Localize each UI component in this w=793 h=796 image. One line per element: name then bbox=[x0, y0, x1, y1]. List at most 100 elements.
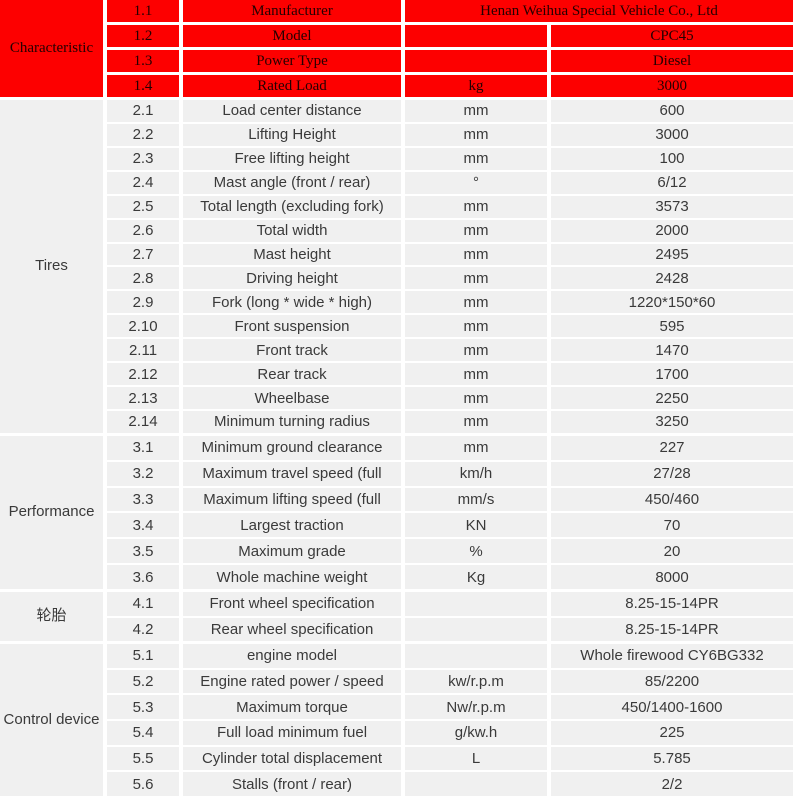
row-number-cell: 3.3 bbox=[107, 487, 179, 512]
table-row: 4.2 Rear wheel specification 8.25-15-14PR bbox=[107, 617, 793, 641]
param-name-cell: Stalls (front / rear) bbox=[183, 772, 401, 796]
value-cell: 595 bbox=[551, 315, 793, 338]
value-cell: 227 bbox=[551, 436, 793, 460]
value-cell: 6/12 bbox=[551, 171, 793, 194]
section-rows: 5.1 engine model Whole firewood CY6BG332 5.… bbox=[107, 644, 793, 796]
param-name-cell: Wheelbase bbox=[183, 387, 401, 409]
unit-cell: kg bbox=[405, 75, 547, 97]
table-row: 5.2 Engine rated power / speed kw/r.p.m 85/… bbox=[107, 669, 793, 694]
param-name-cell: Engine rated power / speed bbox=[183, 669, 401, 694]
table-row: 1.2 Model CPC45 bbox=[107, 25, 793, 47]
param-name-cell: Maximum travel speed (full bbox=[183, 461, 401, 486]
param-name-cell: Total width bbox=[183, 219, 401, 242]
value-cell: Diesel bbox=[551, 50, 793, 72]
param-name-cell: Mast angle (front / rear) bbox=[183, 171, 401, 194]
row-number-cell: 4.1 bbox=[107, 592, 179, 616]
spec-section: Control device 5.1 engine model Whole firew… bbox=[0, 641, 793, 796]
value-cell: 600 bbox=[551, 100, 793, 122]
row-number-cell: 4.2 bbox=[107, 617, 179, 641]
table-row: 5.1 engine model Whole firewood CY6BG332 bbox=[107, 644, 793, 668]
table-row: 2.9 Fork (long * wide * high) mm 1220*150*6… bbox=[107, 291, 793, 314]
param-name-cell: Largest traction bbox=[183, 513, 401, 538]
row-number-cell: 2.8 bbox=[107, 267, 179, 290]
row-number-cell: 2.12 bbox=[107, 363, 179, 386]
param-name-cell: Total length (excluding fork) bbox=[183, 195, 401, 218]
section-rows: 1.1 Manufacturer Henan Weihua Special Vehi… bbox=[107, 0, 793, 97]
param-name-cell: Minimum turning radius bbox=[183, 410, 401, 433]
table-row: 2.5 Total length (excluding fork) mm 3573 bbox=[107, 195, 793, 218]
param-name-cell: engine model bbox=[183, 644, 401, 668]
section-rows: 2.1 Load center distance mm 600 2.2 Lifting H… bbox=[107, 100, 793, 433]
unit-cell: mm/s bbox=[405, 487, 547, 512]
row-number-cell: 5.6 bbox=[107, 772, 179, 796]
param-name-cell: Power Type bbox=[183, 50, 401, 72]
param-name-cell: Rear wheel specification bbox=[183, 617, 401, 641]
row-number-cell: 3.1 bbox=[107, 436, 179, 460]
table-row: 5.6 Stalls (front / rear) 2/2 bbox=[107, 772, 793, 796]
table-row: 3.6 Whole machine weight Kg 8000 bbox=[107, 565, 793, 589]
param-name-cell: Rated Load bbox=[183, 75, 401, 97]
unit-cell: mm bbox=[405, 243, 547, 266]
unit-cell: mm bbox=[405, 195, 547, 218]
unit-cell: mm bbox=[405, 267, 547, 290]
spec-section: Characteristic 1.1 Manufacturer Henan Weihu… bbox=[0, 0, 793, 97]
table-row: 2.7 Mast height mm 2495 bbox=[107, 243, 793, 266]
value-cell: 2/2 bbox=[551, 772, 793, 796]
spec-section: Tires 2.1 Load center distance mm 600 2.2 Lift… bbox=[0, 97, 793, 433]
table-row: 2.11 Front track mm 1470 bbox=[107, 339, 793, 362]
param-name-cell: Lifting Height bbox=[183, 123, 401, 146]
param-name-cell: Maximum torque bbox=[183, 695, 401, 720]
section-label: Tires bbox=[0, 100, 103, 433]
param-name-cell: Cylinder total displacement bbox=[183, 746, 401, 771]
value-cell: 2000 bbox=[551, 219, 793, 242]
param-name-cell: Maximum lifting speed (full bbox=[183, 487, 401, 512]
table-row: 5.3 Maximum torque Nw/r.p.m 450/1400-1600 bbox=[107, 695, 793, 720]
unit-cell: mm bbox=[405, 410, 547, 433]
row-number-cell: 2.4 bbox=[107, 171, 179, 194]
value-cell: 8000 bbox=[551, 565, 793, 589]
value-cell: 8.25-15-14PR bbox=[551, 617, 793, 641]
unit-cell bbox=[405, 25, 547, 47]
param-name-cell: Front track bbox=[183, 339, 401, 362]
row-number-cell: 5.5 bbox=[107, 746, 179, 771]
value-cell: Whole firewood CY6BG332 bbox=[551, 644, 793, 668]
row-number-cell: 2.5 bbox=[107, 195, 179, 218]
unit-cell bbox=[405, 772, 547, 796]
unit-cell: g/kw.h bbox=[405, 721, 547, 745]
table-row: 3.2 Maximum travel speed (full km/h 27/28 bbox=[107, 461, 793, 486]
param-name-cell: Front suspension bbox=[183, 315, 401, 338]
unit-cell: mm bbox=[405, 436, 547, 460]
value-cell: Henan Weihua Special Vehicle Co., Ltd bbox=[405, 0, 793, 22]
param-name-cell: Rear track bbox=[183, 363, 401, 386]
unit-cell: ° bbox=[405, 171, 547, 194]
row-number-cell: 1.4 bbox=[107, 75, 179, 97]
table-row: 2.8 Driving height mm 2428 bbox=[107, 267, 793, 290]
table-row: 1.1 Manufacturer Henan Weihua Special Vehi… bbox=[107, 0, 793, 22]
unit-cell: mm bbox=[405, 100, 547, 122]
table-row: 2.10 Front suspension mm 595 bbox=[107, 315, 793, 338]
row-number-cell: 2.1 bbox=[107, 100, 179, 122]
spec-section: Performance 3.1 Minimum ground clearance mm… bbox=[0, 433, 793, 589]
param-name-cell: Front wheel specification bbox=[183, 592, 401, 616]
unit-cell: KN bbox=[405, 513, 547, 538]
unit-cell bbox=[405, 592, 547, 616]
table-row: 2.6 Total width mm 2000 bbox=[107, 219, 793, 242]
table-row: 3.4 Largest traction KN 70 bbox=[107, 513, 793, 538]
row-number-cell: 2.13 bbox=[107, 387, 179, 409]
table-row: 2.4 Mast angle (front / rear) ° 6/12 bbox=[107, 171, 793, 194]
value-cell: 1220*150*60 bbox=[551, 291, 793, 314]
param-name-cell: Driving height bbox=[183, 267, 401, 290]
value-cell: 1470 bbox=[551, 339, 793, 362]
row-number-cell: 2.9 bbox=[107, 291, 179, 314]
value-cell: 225 bbox=[551, 721, 793, 745]
param-name-cell: Load center distance bbox=[183, 100, 401, 122]
table-row: 3.5 Maximum grade% 20 bbox=[107, 539, 793, 564]
unit-cell: kw/r.p.m bbox=[405, 669, 547, 694]
param-name-cell: Model bbox=[183, 25, 401, 47]
unit-cell: mm bbox=[405, 363, 547, 386]
value-cell: 3573 bbox=[551, 195, 793, 218]
unit-cell: L bbox=[405, 746, 547, 771]
row-number-cell: 5.1 bbox=[107, 644, 179, 668]
value-cell: 3000 bbox=[551, 75, 793, 97]
unit-cell: mm bbox=[405, 147, 547, 170]
